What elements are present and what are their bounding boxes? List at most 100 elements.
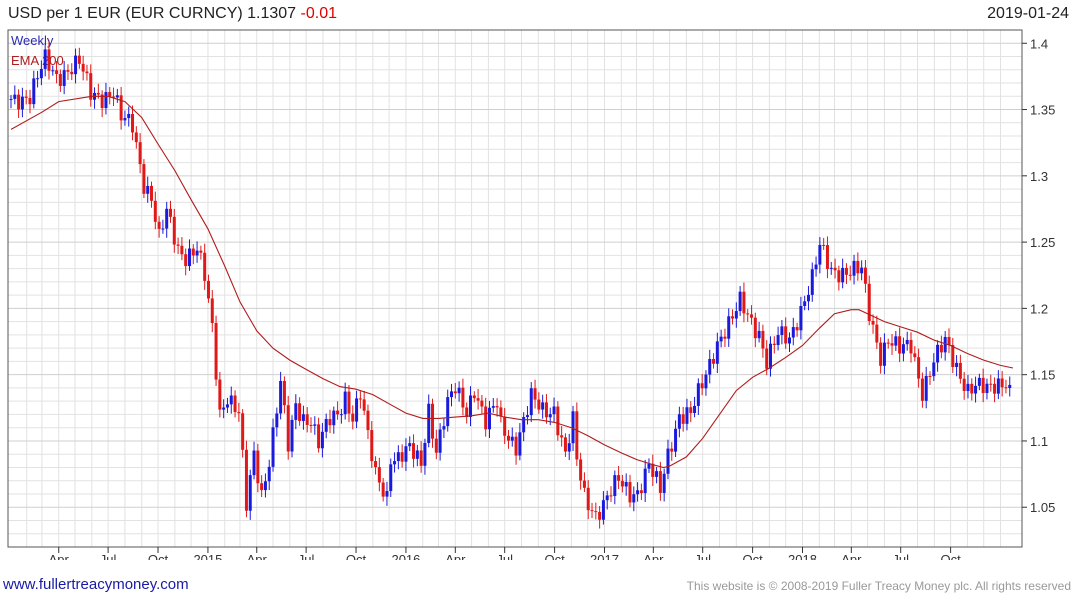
candle-body <box>518 432 522 456</box>
y-tick-label: 1.2 <box>1030 301 1048 316</box>
candle-body <box>928 375 932 377</box>
candle-body <box>153 200 157 222</box>
candle-body <box>590 510 594 512</box>
candle-body <box>818 244 822 265</box>
x-tick-label: Apr <box>49 552 70 560</box>
candle-body <box>704 374 708 389</box>
candle-body <box>666 448 670 474</box>
candle-body <box>461 387 465 408</box>
candle-body <box>829 267 833 269</box>
candle-body <box>985 383 989 393</box>
x-tick-label: Jul <box>892 552 909 560</box>
candle-body <box>77 55 81 64</box>
candle-body <box>499 407 503 417</box>
candle-body <box>389 464 393 492</box>
candle-body <box>544 402 548 418</box>
candle-body <box>856 260 860 274</box>
legend-item: EMA 200 <box>11 53 64 68</box>
candle-body <box>776 335 780 346</box>
candle-body <box>620 480 624 487</box>
candle-body <box>852 260 856 276</box>
x-tick-label: Oct <box>742 552 763 560</box>
x-tick-label: Oct <box>544 552 565 560</box>
legend-item: Weekly <box>11 33 54 48</box>
candle-body <box>165 208 169 229</box>
candle-body <box>996 378 1000 394</box>
candle-body <box>127 113 131 119</box>
candle-body <box>731 316 735 319</box>
candle-body <box>598 511 602 520</box>
candle-body <box>370 430 374 462</box>
x-tick-label: Oct <box>940 552 961 560</box>
candle-body <box>294 403 298 420</box>
x-tick-label: Apr <box>247 552 268 560</box>
candle-body <box>484 406 488 430</box>
candle-body <box>301 414 305 421</box>
candle-body <box>898 336 902 354</box>
candle-body <box>924 375 928 401</box>
website-link[interactable]: www.fullertreacymoney.com <box>3 576 189 593</box>
x-tick-label: 2015 <box>193 552 222 560</box>
candle-body <box>267 466 271 482</box>
candle-body <box>168 208 172 217</box>
candle-body <box>377 467 381 483</box>
candle-body <box>157 221 161 229</box>
x-tick-label: 2017 <box>590 552 619 560</box>
x-tick-label: Oct <box>148 552 169 560</box>
candle-body <box>548 414 552 418</box>
candle-body <box>806 294 810 302</box>
copyright-notice: This website is © 2008-2019 Fuller Treac… <box>686 579 1071 593</box>
candle-body <box>772 343 776 346</box>
x-tick-label: 2018 <box>788 552 817 560</box>
candle-body <box>256 450 260 484</box>
candle-body <box>309 424 313 426</box>
candle-body <box>750 314 754 318</box>
candle-body <box>863 267 867 284</box>
candle-body <box>336 410 340 415</box>
candle-body <box>867 283 871 321</box>
candle-body <box>966 383 970 391</box>
candle-body <box>514 436 518 456</box>
x-tick-label: Jul <box>694 552 711 560</box>
candle-body <box>233 395 237 413</box>
candle-body <box>761 330 765 349</box>
candle-body <box>841 267 845 283</box>
candle-body <box>472 395 476 399</box>
candle-body <box>780 326 784 336</box>
candle-body <box>423 442 427 466</box>
candle-body <box>567 443 571 452</box>
candle-body <box>115 95 119 98</box>
candle-body <box>974 385 978 394</box>
x-tick-label: Apr <box>841 552 862 560</box>
candle-body <box>719 336 723 342</box>
candle-body <box>803 301 807 306</box>
candle-body <box>510 436 514 441</box>
candle-body <box>415 450 419 459</box>
candle-body <box>480 400 484 407</box>
candle-body <box>917 357 921 379</box>
candle-body <box>1004 387 1008 389</box>
candle-body <box>525 415 529 418</box>
candle-body <box>320 431 324 449</box>
candle-body <box>632 494 636 503</box>
candle-body <box>400 452 404 462</box>
candle-body <box>814 264 818 270</box>
candle-body <box>298 403 302 421</box>
candle-body <box>651 463 655 477</box>
candle-body <box>901 344 905 354</box>
candle-body <box>784 326 788 344</box>
candle-body <box>894 336 898 346</box>
candle-body <box>138 142 142 165</box>
candle-body <box>282 380 286 406</box>
y-tick-label: 1.3 <box>1030 169 1048 184</box>
candle-body <box>541 402 545 410</box>
candle-body <box>693 405 697 414</box>
candle-body <box>791 327 795 338</box>
candle-body <box>191 248 195 256</box>
title-text: USD per 1 EUR (EUR CURNCY) 1.1307 <box>8 5 297 22</box>
candle-body <box>958 362 962 379</box>
candle-body <box>100 94 104 108</box>
candle-body <box>658 471 662 493</box>
candle-body <box>206 280 210 299</box>
candle-body <box>715 341 719 364</box>
